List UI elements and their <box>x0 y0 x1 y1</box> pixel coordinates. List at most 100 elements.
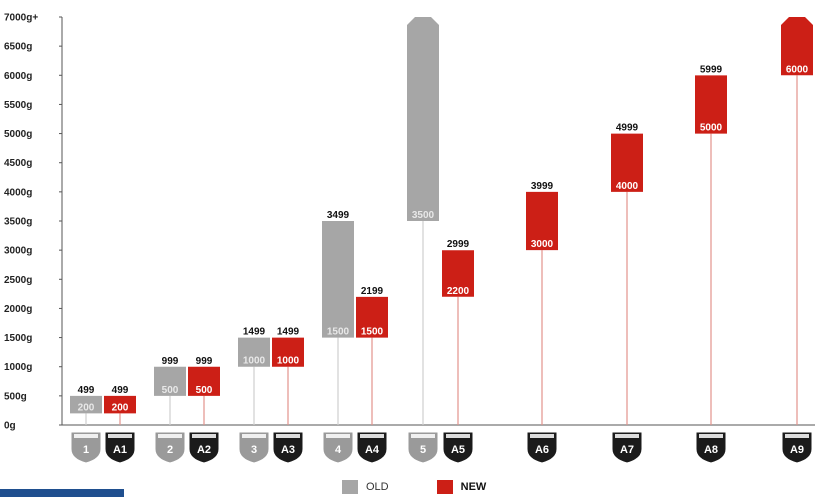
bar-top-label: 999 <box>162 356 179 367</box>
legend-label-old: OLD <box>366 481 389 493</box>
badge-label: A5 <box>451 444 465 456</box>
bar-new <box>695 75 727 134</box>
y-tick-label: 0g <box>4 421 16 432</box>
badge-label: 2 <box>167 444 173 456</box>
badge-shape <box>238 431 270 464</box>
legend: OLD NEW <box>342 480 526 494</box>
bar-new <box>356 296 388 338</box>
bar-low-label: 500 <box>162 385 179 396</box>
badge-shape <box>442 431 474 464</box>
bar-top-label: 2999 <box>447 239 470 250</box>
bar-low-label: 5000 <box>700 123 723 134</box>
legend-label-new: NEW <box>460 481 487 493</box>
bar-top-label: 1499 <box>277 327 300 338</box>
badge-label: A8 <box>704 444 718 456</box>
badge-label: A4 <box>365 444 380 456</box>
badge-shape <box>526 431 558 464</box>
bar-low-label: 200 <box>112 402 129 413</box>
badge-1: 1 <box>70 431 102 464</box>
bar-low-label: 500 <box>196 385 213 396</box>
badge-5: 5 <box>407 431 439 464</box>
y-tick-label: 5000g <box>4 129 32 140</box>
y-tick-label: 1000g <box>4 362 32 373</box>
y-tick-label: 3500g <box>4 217 32 228</box>
badge-shape <box>272 431 304 464</box>
bar-low-label: 4000 <box>616 181 639 192</box>
bar-top-label: 5999 <box>700 64 723 75</box>
bar-low-label: 1000 <box>277 356 300 367</box>
y-tick-label: 4500g <box>4 158 32 169</box>
badge-shape <box>322 431 354 464</box>
badge-header-strip <box>530 434 554 438</box>
bar-low-label: 200 <box>78 402 95 413</box>
chart-canvas: 0g 500g 1000g 1500g 2000g 2500g 3000g 3500g 4000… <box>4 13 815 464</box>
badge-shape <box>781 431 813 464</box>
stems <box>85 75 798 425</box>
badge-shape <box>104 431 136 464</box>
y-tick-label: 7000g+ <box>4 13 38 24</box>
badge-a6: A6 <box>526 431 558 464</box>
badge-header-strip <box>158 434 182 438</box>
badge-shape <box>695 431 727 464</box>
bar-old <box>322 221 354 338</box>
bar-low-label: 1500 <box>327 327 350 338</box>
badge-shape <box>356 431 388 464</box>
badge-label: A7 <box>620 444 634 456</box>
badge-3: 3 <box>238 431 270 464</box>
bar-old <box>70 395 102 414</box>
bar-low-label: 6000 <box>786 64 809 75</box>
badge-label: A6 <box>535 444 549 456</box>
badge-label: 4 <box>335 444 342 456</box>
bar-new <box>442 250 474 297</box>
y-tick-label: 2000g <box>4 304 32 315</box>
bar-top-label: 4999 <box>616 123 639 134</box>
bar-new <box>526 191 558 251</box>
badge-header-strip <box>326 434 350 438</box>
legend-item-new: NEW <box>436 480 487 494</box>
badge-header-strip <box>242 434 266 438</box>
badge-label: 1 <box>83 444 89 456</box>
bar-top-label: 2199 <box>361 286 384 297</box>
badge-label: 5 <box>420 444 426 456</box>
y-tick-label: 5500g <box>4 100 32 111</box>
y-tick-label: 1500g <box>4 333 32 344</box>
badge-header-strip <box>615 434 639 438</box>
badge-a4: A4 <box>356 431 388 464</box>
y-tick-label: 6500g <box>4 42 32 53</box>
badge-header-strip <box>699 434 723 438</box>
bar-low-label: 1000 <box>243 356 266 367</box>
bar-low-label: 2200 <box>447 286 470 297</box>
legend-item-old: OLD <box>342 480 389 494</box>
badge-shape <box>407 431 439 464</box>
legend-swatch-old <box>342 480 358 494</box>
badge-shape <box>70 431 102 464</box>
badge-label: A3 <box>281 444 295 456</box>
badge-4: 4 <box>322 431 354 464</box>
bar-new <box>188 366 220 396</box>
badge-label: A1 <box>113 444 127 456</box>
badge-label: 3 <box>251 444 257 456</box>
bar-new <box>611 133 643 192</box>
bar-old <box>407 17 439 221</box>
bar-top-label: 3499 <box>327 210 350 221</box>
y-axis: 0g 500g 1000g 1500g 2000g 2500g 3000g 3500g 4000… <box>4 13 815 432</box>
badge-shape <box>188 431 220 464</box>
bar-low-label: 3500 <box>412 210 435 221</box>
y-tick-label: 3000g <box>4 246 32 257</box>
badge-shape <box>154 431 186 464</box>
bar-new <box>781 17 813 76</box>
badge-header-strip <box>360 434 384 438</box>
bar-top-label: 499 <box>112 385 129 396</box>
badge-a8: A8 <box>695 431 727 464</box>
bottom-accent-bar <box>0 489 124 497</box>
bar-old <box>154 366 186 396</box>
badges: 1 A1 2 A2 3 A3 4 A4 5 A5 A6 A7 A8 A9 <box>70 431 813 464</box>
badge-a2: A2 <box>188 431 220 464</box>
badge-header-strip <box>276 434 300 438</box>
badge-a3: A3 <box>272 431 304 464</box>
badge-header-strip <box>74 434 98 438</box>
bar-old <box>238 337 270 367</box>
bar-new <box>104 395 136 414</box>
badge-header-strip <box>446 434 470 438</box>
badge-a9: A9 <box>781 431 813 464</box>
